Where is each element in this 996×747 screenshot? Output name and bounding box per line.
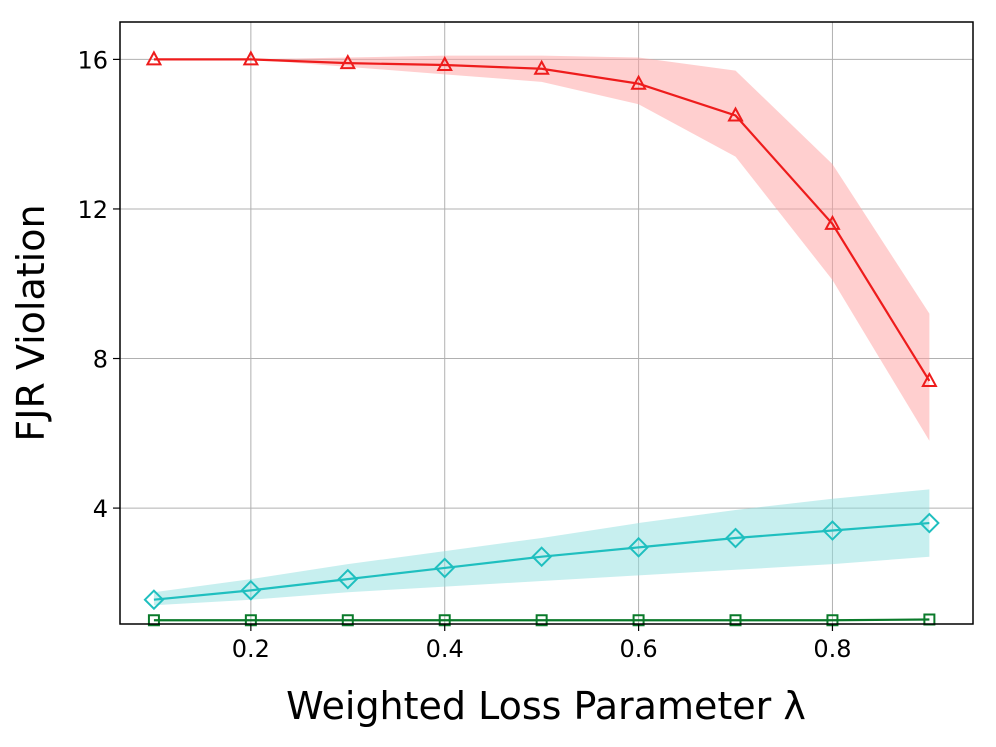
y-axis-label: FJR Violation: [9, 204, 53, 441]
cyan-diamond-marker: [725, 527, 746, 549]
cyan-diamond-marker: [240, 579, 262, 601]
red-triangle-marker: [533, 59, 550, 75]
x-tick-label: 0.6: [619, 635, 657, 663]
red-triangle-marker: [242, 50, 260, 66]
red-triangle-marker: [824, 214, 841, 230]
cyan-diamond-marker: [434, 557, 456, 579]
red-triangle-marker: [630, 74, 647, 90]
y-tick-label: 4: [93, 495, 108, 523]
cyan-diamond-marker: [628, 536, 649, 558]
confidence-bands: [153, 55, 930, 621]
green-square-marker: [147, 614, 160, 627]
red-triangle-marker: [436, 55, 453, 71]
cyan-diamond-line: [153, 521, 930, 601]
ticks: 0.2 0.4 0.6 0.8 4 8 12 16: [77, 46, 851, 663]
plot-frame: [119, 21, 974, 625]
grid: [120, 22, 973, 624]
red-triangle-marker: [727, 106, 744, 122]
red-triangle-marker: [339, 54, 356, 70]
series-lines: [153, 58, 931, 622]
x-tick-label: 0.2: [232, 635, 270, 663]
y-tick-label: 12: [77, 196, 108, 224]
cyan-diamond-marker: [822, 520, 843, 541]
cyan-diamond-marker: [337, 568, 359, 590]
red-triangle-marker: [145, 50, 163, 66]
green-square-marker: [826, 614, 839, 627]
y-tick-label: 8: [93, 346, 108, 374]
green-square-marker: [341, 614, 354, 627]
cyan-diamond-marker: [531, 546, 553, 568]
green-square-marker: [632, 614, 645, 627]
red-triangle-line: [153, 58, 931, 382]
x-tick-label: 0.4: [426, 635, 464, 663]
green-square-line: [153, 618, 930, 622]
cyan-diamond-marker: [143, 589, 165, 611]
x-axis-label: Weighted Loss Parameter λ: [286, 684, 806, 728]
y-tick-label: 16: [77, 46, 108, 74]
green-square-marker: [244, 614, 257, 627]
green-square-marker: [729, 614, 742, 627]
red-triangle-marker: [921, 371, 938, 387]
x-tick-label: 0.8: [813, 635, 851, 663]
green-square-marker: [535, 614, 548, 627]
red-triangle-band: [153, 55, 930, 441]
cyan-diamond-marker: [918, 512, 940, 534]
green-square-marker: [438, 614, 451, 627]
